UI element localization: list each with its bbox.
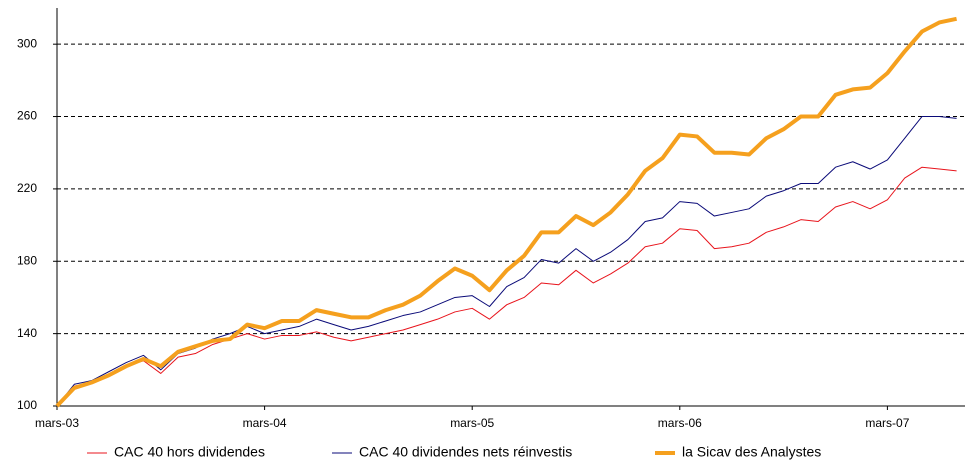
y-tick-label: 100 xyxy=(17,398,37,412)
y-tick-label: 220 xyxy=(17,181,37,195)
x-tick-label: mars-07 xyxy=(865,416,909,430)
legend-label: CAC 40 dividendes nets réinvestis xyxy=(359,444,572,460)
y-tick-label: 180 xyxy=(17,253,37,267)
y-tick-label: 140 xyxy=(17,326,37,340)
x-tick-label: mars-04 xyxy=(243,416,287,430)
legend-label: la Sicav des Analystes xyxy=(682,444,821,460)
y-tick-label: 260 xyxy=(17,109,37,123)
x-tick-label: mars-06 xyxy=(658,416,702,430)
x-tick-label: mars-03 xyxy=(35,416,79,430)
y-tick-label: 300 xyxy=(17,36,37,50)
legend-label: CAC 40 hors dividendes xyxy=(114,444,265,460)
x-tick-label: mars-05 xyxy=(450,416,494,430)
series-line xyxy=(55,16,958,408)
series-line xyxy=(56,166,957,407)
